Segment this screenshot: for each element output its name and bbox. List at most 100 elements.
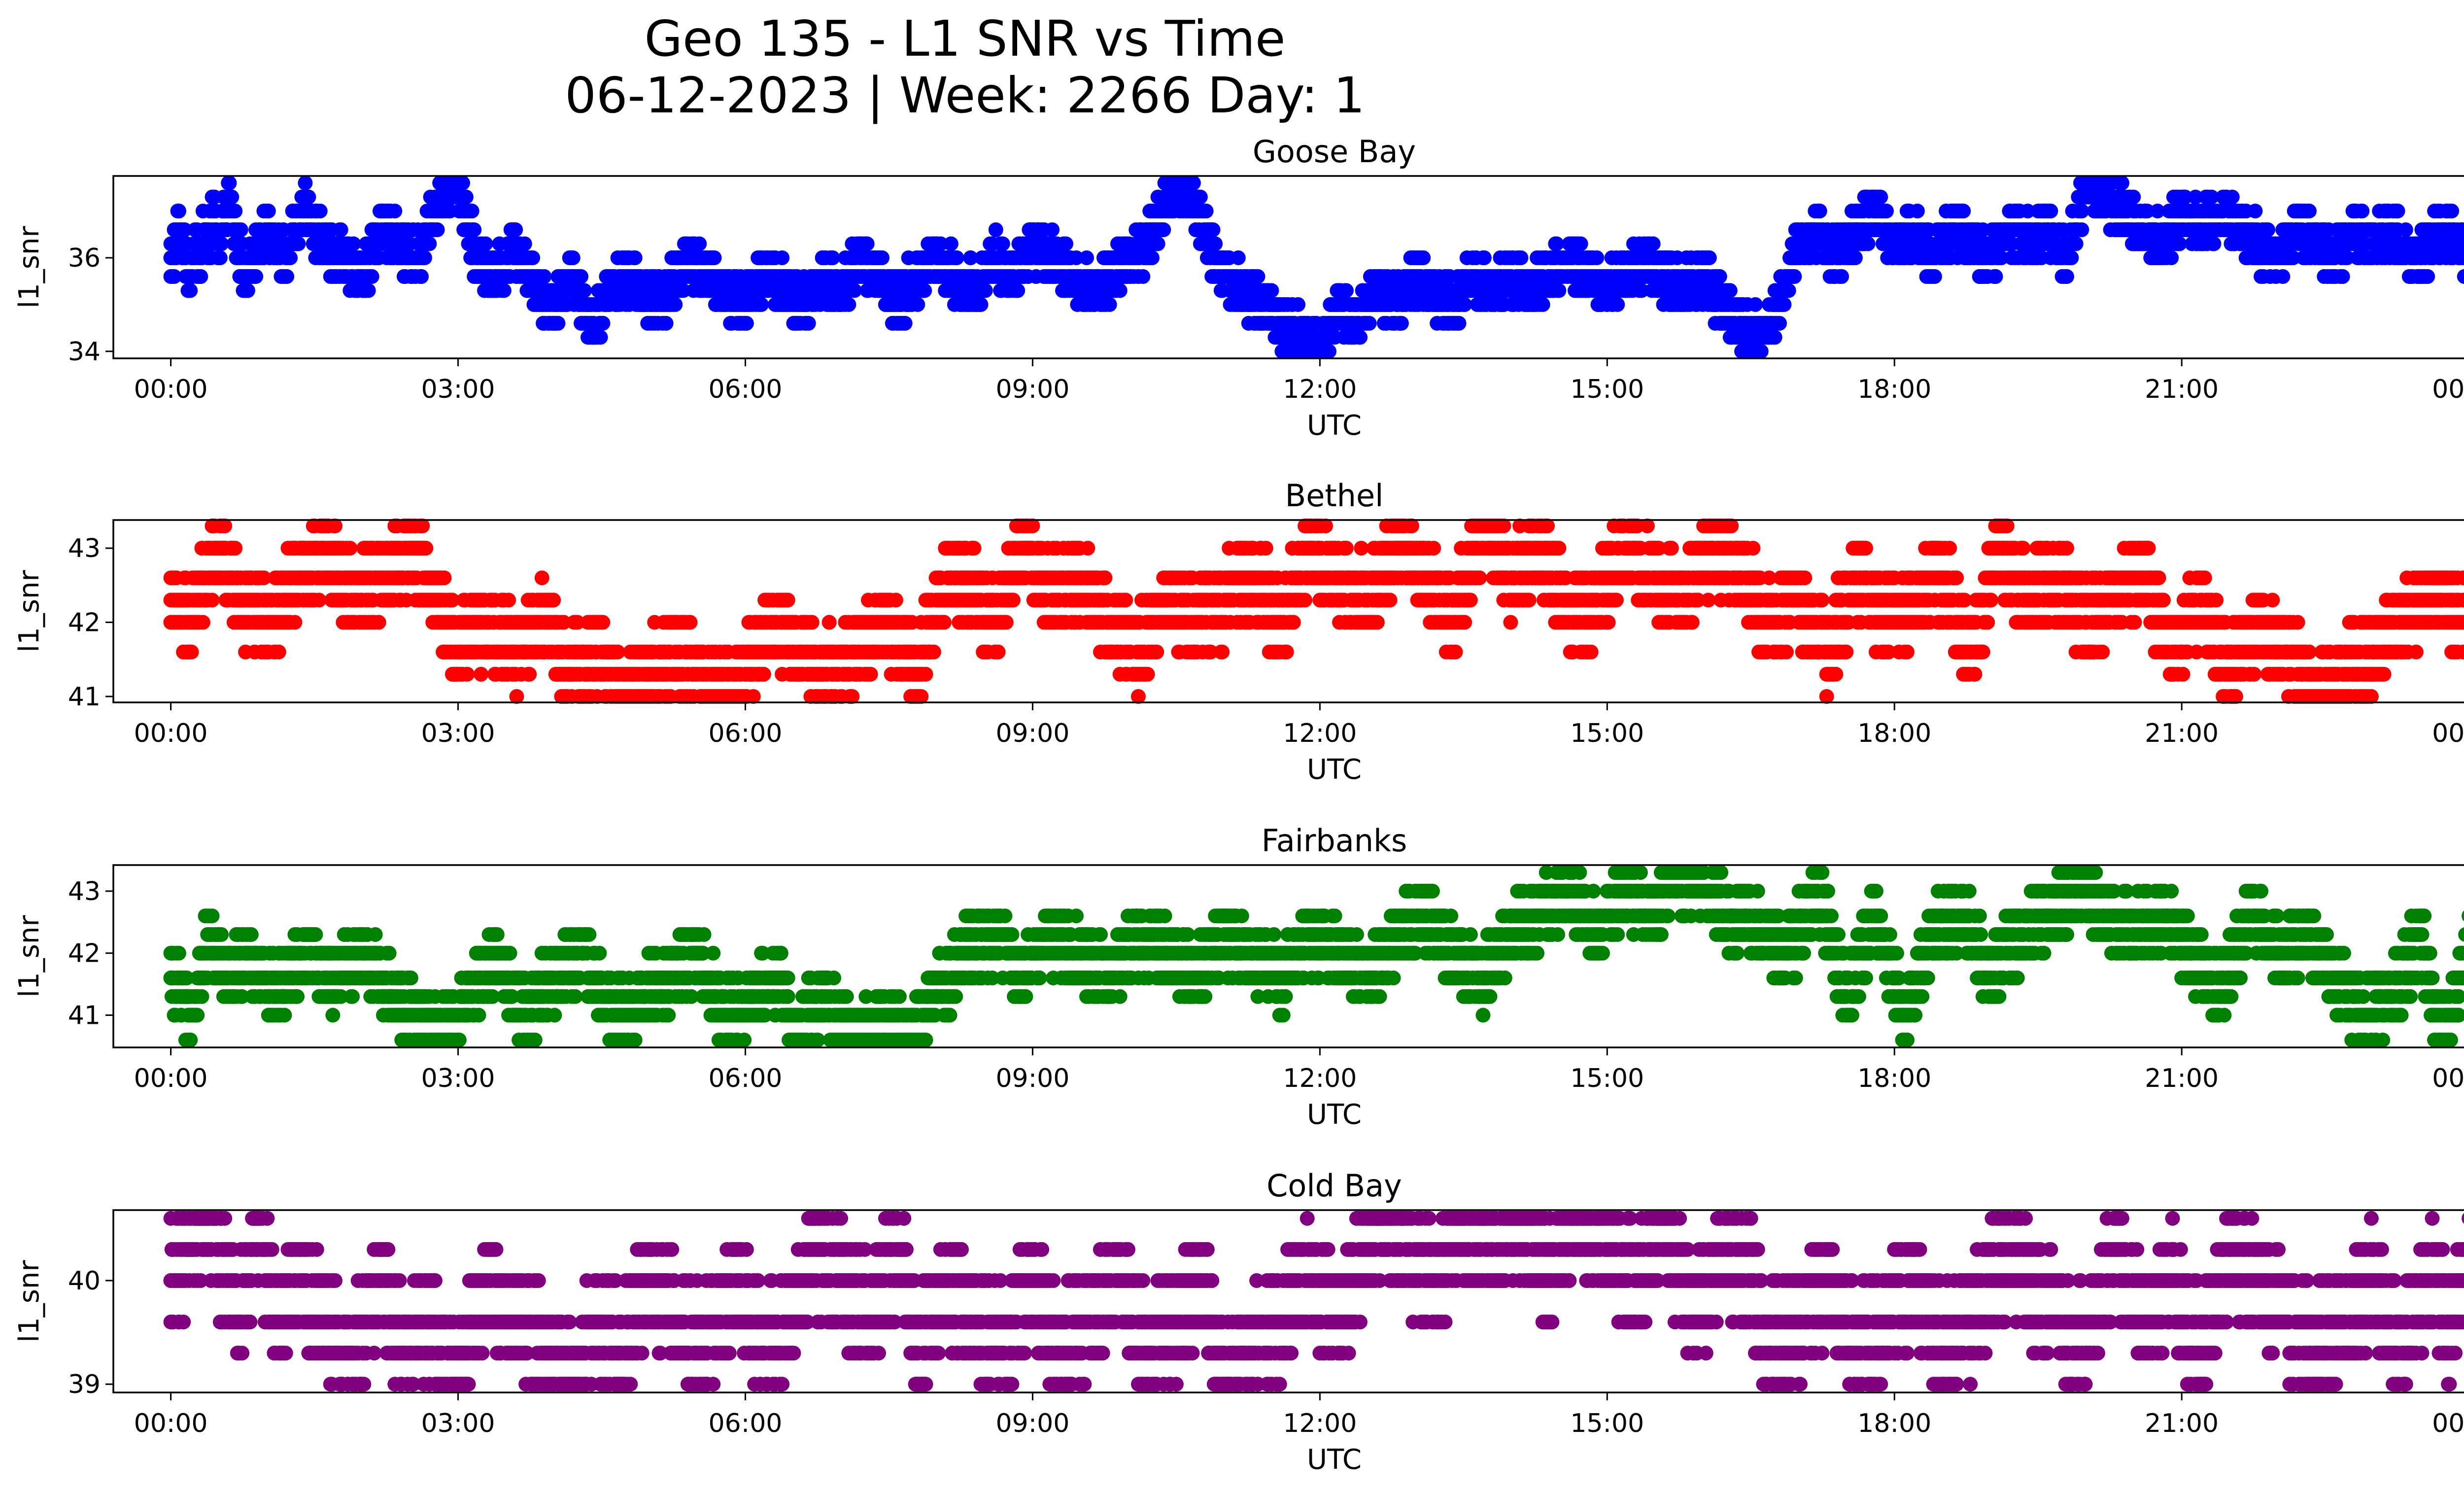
data-point xyxy=(1362,315,1377,331)
data-point xyxy=(577,283,592,298)
data-point xyxy=(627,250,643,266)
data-point xyxy=(1988,269,2003,284)
data-point xyxy=(1748,297,1763,312)
data-point xyxy=(692,236,707,251)
data-point xyxy=(2074,222,2089,238)
data-point xyxy=(1956,204,1971,219)
data-point xyxy=(333,222,348,238)
data-point xyxy=(455,175,470,191)
data-point xyxy=(298,175,313,191)
data-point xyxy=(2260,222,2276,238)
data-point xyxy=(910,297,925,312)
data-point xyxy=(1753,344,1769,359)
data-point xyxy=(1712,269,1727,284)
data-point xyxy=(248,269,264,284)
data-point xyxy=(228,204,243,219)
data-point xyxy=(167,269,182,284)
data-point xyxy=(537,269,552,284)
data-point xyxy=(707,250,722,266)
data-point xyxy=(2335,269,2350,284)
data-point xyxy=(2074,204,2089,219)
data-point xyxy=(364,269,379,284)
data-point xyxy=(1079,250,1095,266)
data-point xyxy=(1416,250,1431,266)
data-point xyxy=(2164,250,2179,266)
data-point xyxy=(1394,315,1409,331)
data-point xyxy=(847,283,862,298)
data-point xyxy=(430,222,445,238)
data-point xyxy=(1205,222,1221,238)
data-point xyxy=(240,283,255,298)
data-point xyxy=(2275,269,2291,284)
data-point xyxy=(973,297,989,312)
data-point xyxy=(2172,236,2187,251)
data-point xyxy=(467,222,482,238)
data-point xyxy=(897,315,913,331)
data-point xyxy=(1338,283,1354,298)
data-point xyxy=(859,236,875,251)
data-point xyxy=(2355,204,2370,219)
data-point xyxy=(825,250,840,266)
data-point xyxy=(1781,283,1796,298)
data-point xyxy=(1702,250,1717,266)
data-point xyxy=(1059,236,1074,251)
data-point xyxy=(2126,189,2141,205)
data-point xyxy=(1834,269,1849,284)
data-point xyxy=(739,315,754,331)
data-point xyxy=(464,204,479,219)
scatter-points-goose-bay xyxy=(163,175,2464,359)
data-point xyxy=(387,204,403,219)
data-point xyxy=(2206,236,2222,251)
data-point xyxy=(658,315,674,331)
data-point xyxy=(2059,269,2074,284)
data-point xyxy=(1135,269,1151,284)
data-point xyxy=(1513,250,1529,266)
data-point xyxy=(1045,222,1060,238)
data-point xyxy=(1549,236,1564,251)
data-point xyxy=(595,315,611,331)
data-point xyxy=(1208,236,1223,251)
data-point xyxy=(1777,297,1792,312)
data-point xyxy=(943,236,958,251)
data-point xyxy=(1873,189,1888,205)
data-point xyxy=(291,236,306,251)
data-point xyxy=(917,283,932,298)
data-point xyxy=(2224,189,2240,205)
data-point xyxy=(995,236,1010,251)
data-point xyxy=(2302,204,2317,219)
data-point xyxy=(346,236,361,251)
data-point xyxy=(565,250,581,266)
data-point xyxy=(183,283,198,298)
data-point xyxy=(988,222,1003,238)
data-point xyxy=(801,315,816,331)
data-point xyxy=(1927,269,1942,284)
data-point xyxy=(2043,204,2058,219)
data-point xyxy=(458,189,474,205)
data-point xyxy=(193,269,208,284)
data-point xyxy=(222,175,237,191)
data-point xyxy=(1193,189,1208,205)
data-point xyxy=(1198,204,1214,219)
data-point xyxy=(1451,315,1467,331)
data-point xyxy=(550,315,566,331)
data-point xyxy=(508,222,523,238)
data-point xyxy=(177,222,192,238)
data-point xyxy=(2068,236,2084,251)
data-point xyxy=(224,189,240,205)
data-point xyxy=(1010,283,1026,298)
data-point xyxy=(517,236,532,251)
data-point xyxy=(261,204,276,219)
figure-title-line1: Geo 135 - L1 SNR vs Time xyxy=(645,10,1286,68)
data-point xyxy=(212,250,228,266)
data-point xyxy=(496,283,512,298)
data-point xyxy=(1812,204,1827,219)
data-point xyxy=(1186,175,1201,191)
data-point xyxy=(1322,344,1337,359)
data-point xyxy=(361,283,376,298)
data-point xyxy=(1645,236,1661,251)
data-point xyxy=(593,330,608,345)
data-point xyxy=(233,222,248,238)
data-point xyxy=(574,269,589,284)
data-point xyxy=(775,250,790,266)
